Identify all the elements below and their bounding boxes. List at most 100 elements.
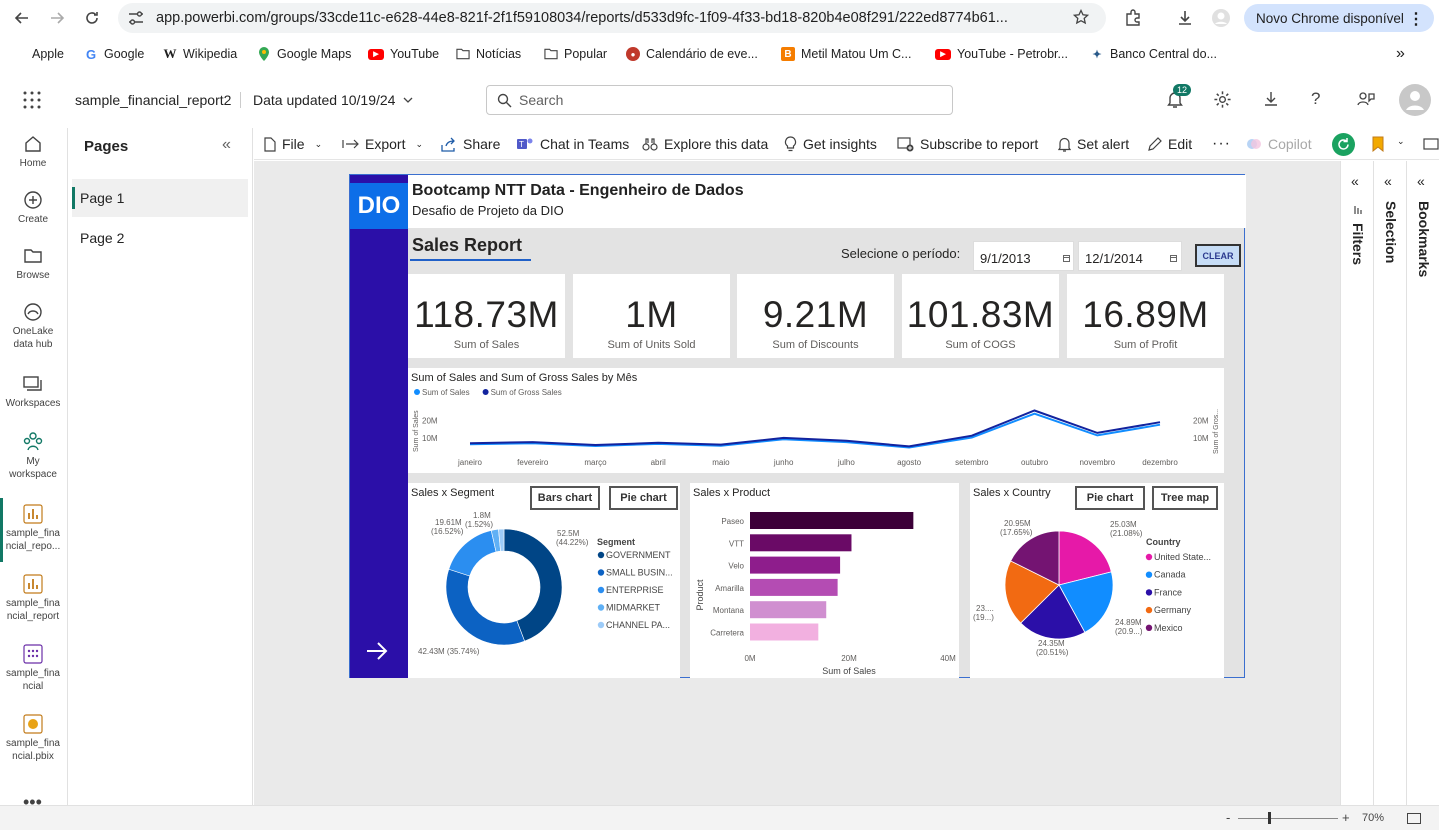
bookmark-item[interactable]: ▶ YouTube - Petrobr... — [935, 42, 1068, 66]
copilot-label: Copilot — [1268, 136, 1312, 152]
rail-item-create[interactable]: Create — [0, 190, 66, 226]
rail-item-report[interactable]: sample_financial_report — [0, 574, 66, 623]
expand-pane-icon[interactable]: « — [1384, 173, 1392, 189]
rail-item-onelake[interactable]: OneLake data hub — [0, 302, 66, 351]
rail-item-open-report[interactable]: sample_financial_repo... — [0, 504, 66, 553]
bookmarks-pane[interactable]: « Bookmarks — [1406, 161, 1439, 805]
legend-label: Sum of Gross Sales — [491, 388, 562, 397]
rail-item-workspaces[interactable]: Workspaces — [0, 374, 66, 410]
reload-icon[interactable] — [80, 6, 104, 30]
rail-item-my-workspace[interactable]: My workspace — [0, 430, 66, 481]
arrow-right-icon[interactable] — [365, 639, 389, 663]
bookmark-item[interactable]: Apple — [12, 42, 64, 66]
bar — [750, 534, 852, 552]
active-page-indicator — [72, 187, 75, 209]
zoom-slider[interactable] — [1238, 818, 1338, 819]
chevron-down-icon[interactable]: ⌄ — [1397, 136, 1405, 146]
date-end-input[interactable]: 12/1/2014 — [1078, 241, 1182, 271]
share-icon — [441, 137, 455, 152]
address-bar[interactable]: app.powerbi.com/groups/33cde11c-e628-44e… — [118, 3, 1106, 33]
report-side-strip: DIO — [350, 175, 408, 678]
zoom-in-button[interactable]: + — [1342, 810, 1350, 825]
subscribe-button[interactable]: Subscribe to report — [897, 128, 1038, 160]
get-insights-button[interactable]: Get insights — [784, 128, 877, 160]
chrome-update-button[interactable]: Novo Chrome disponível ⋮ — [1244, 4, 1434, 32]
product-chart-card[interactable]: Sales x Product Paseo VTT Velo Amarilla Mont… — [690, 483, 959, 678]
bell-icon — [1058, 137, 1071, 152]
bookmark-item[interactable]: ✦ Banco Central do... — [1090, 42, 1217, 66]
notifications-icon[interactable]: 12 — [1165, 84, 1192, 109]
account-avatar[interactable] — [1399, 84, 1431, 116]
page-tab-1[interactable]: Page 1 — [72, 179, 248, 217]
country-pie-chart-button[interactable]: Pie chart — [1075, 486, 1145, 510]
bookmark-ribbon-icon[interactable] — [1372, 136, 1384, 152]
bookmark-item[interactable]: Google Maps — [257, 42, 351, 66]
data-label: 19.61M — [435, 518, 462, 527]
set-alert-button[interactable]: Set alert — [1058, 128, 1129, 160]
rail-item-dataset[interactable]: sample_financial — [0, 644, 66, 693]
file-menu-button[interactable]: File ⌄ — [264, 128, 322, 160]
selection-pane[interactable]: « Selection — [1373, 161, 1406, 805]
bookmark-item[interactable]: ▶ YouTube — [368, 42, 439, 66]
kebab-menu-icon[interactable]: ⋮ — [1408, 11, 1424, 28]
report-name[interactable]: sample_financial_report2 — [75, 92, 232, 108]
back-icon[interactable] — [10, 6, 34, 30]
bookmark-item[interactable]: W Wikipedia — [163, 42, 238, 66]
bookmark-item[interactable]: B Metil Matou Um C... — [781, 42, 911, 66]
settings-gear-icon[interactable] — [1213, 90, 1232, 109]
refresh-visuals-button[interactable] — [1332, 133, 1355, 156]
zoom-out-button[interactable]: - — [1226, 810, 1231, 825]
bookmark-item[interactable]: G Google — [84, 42, 144, 66]
explore-data-button[interactable]: Explore this data — [642, 128, 768, 160]
line-chart-card[interactable]: Sum of Sales and Sum of Gross Sales by M… — [408, 368, 1224, 473]
rail-item-pbix[interactable]: sample_financial.pbix — [0, 714, 66, 763]
bars-chart-button[interactable]: Bars chart — [530, 486, 600, 510]
download-icon[interactable] — [1262, 90, 1280, 108]
profile-avatar-icon[interactable] — [1209, 6, 1233, 30]
y-tick-label: Carretera — [710, 629, 744, 638]
bookmark-item[interactable]: ● Calendário de eve... — [626, 42, 758, 66]
app-launcher-icon[interactable] — [22, 90, 42, 110]
country-chart-card[interactable]: Sales x Country Pie chart Tree map 25.03… — [970, 483, 1224, 678]
chat-in-teams-button[interactable]: T Chat in Teams — [516, 128, 629, 160]
date-start-input[interactable]: 9/1/2013 — [973, 241, 1074, 271]
feedback-icon[interactable] — [1357, 90, 1375, 108]
bookmark-item[interactable]: Notícias — [456, 42, 521, 66]
zoom-slider-thumb[interactable] — [1268, 812, 1271, 824]
more-bookmarks-icon[interactable]: » — [1396, 45, 1405, 62]
tree-map-button[interactable]: Tree map — [1152, 486, 1218, 510]
apple-icon — [12, 47, 26, 61]
file-icon — [264, 136, 276, 152]
forward-icon[interactable] — [45, 6, 69, 30]
expand-pane-icon[interactable]: « — [1351, 173, 1359, 189]
view-mode-icon[interactable] — [1423, 138, 1439, 150]
edit-button[interactable]: Edit — [1147, 128, 1192, 160]
data-updated-dropdown[interactable]: Data updated 10/19/24 — [253, 92, 413, 108]
share-button[interactable]: Share — [441, 128, 500, 160]
page-tab-2[interactable]: Page 2 — [72, 219, 248, 257]
data-label: (21.08%) — [1110, 529, 1143, 538]
bookmark-star-icon[interactable] — [1073, 9, 1089, 25]
fit-to-page-icon[interactable] — [1407, 813, 1421, 824]
legend-title: Country — [1146, 537, 1181, 547]
download-icon[interactable] — [1173, 6, 1197, 30]
export-menu-button[interactable]: Export ⌄ — [342, 128, 423, 160]
expand-pane-icon[interactable]: « — [1417, 173, 1425, 189]
bookmark-item[interactable]: Popular — [544, 42, 607, 66]
clear-button[interactable]: CLEAR — [1195, 244, 1241, 267]
site-settings-icon[interactable] — [128, 11, 144, 25]
search-input[interactable]: Search — [486, 85, 953, 115]
rail-item-home[interactable]: Home — [0, 134, 66, 170]
segment-chart-card[interactable]: Sales x Segment Bars chart Pie chart 52.… — [408, 483, 680, 678]
filters-pane[interactable]: « Filters — [1340, 161, 1373, 805]
help-icon[interactable]: ? — [1311, 89, 1321, 108]
data-label: 1.8M — [473, 511, 491, 520]
rail-item-browse[interactable]: Browse — [0, 246, 66, 282]
segment-pie-chart-button[interactable]: Pie chart — [609, 486, 678, 510]
y-tick-label: VTT — [729, 539, 744, 548]
collapse-pages-icon[interactable]: « — [222, 136, 231, 153]
extensions-icon[interactable] — [1121, 6, 1145, 30]
copilot-button[interactable]: Copilot — [1246, 128, 1312, 160]
kpi-value: 118.73M — [414, 294, 559, 335]
more-actions-icon[interactable]: ··· — [1212, 135, 1231, 152]
